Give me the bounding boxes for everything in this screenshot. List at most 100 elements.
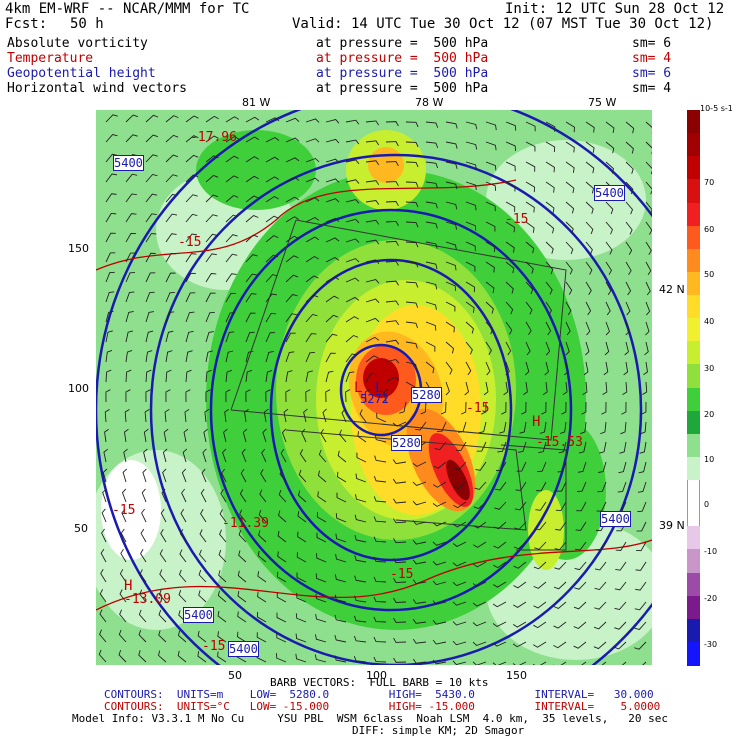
wind-barb — [452, 541, 467, 547]
wind-barb — [258, 530, 267, 543]
wind-barb — [125, 193, 137, 203]
wind-barb — [101, 508, 107, 523]
wind-barb — [594, 561, 607, 571]
wind-barb — [285, 117, 300, 123]
wind-barb — [159, 569, 167, 583]
wind-barb — [525, 221, 535, 233]
wind-barb — [184, 408, 190, 423]
wind-barb — [445, 381, 450, 396]
wind-barb — [299, 449, 307, 463]
wind-barb — [125, 213, 137, 223]
wind-barb — [104, 409, 110, 423]
wind-barb — [601, 401, 607, 415]
wind-barb — [545, 261, 554, 275]
wind-barb — [225, 312, 236, 323]
wind-barb — [365, 120, 380, 126]
wind-barb — [165, 389, 171, 403]
field-level: at pressure = 500 hPa — [316, 81, 489, 96]
wind-barb — [245, 116, 260, 123]
wind-barb — [125, 350, 133, 363]
wind-barb — [642, 661, 647, 665]
wind-barb — [505, 241, 515, 253]
lon-label: 78 W — [415, 96, 444, 109]
wind-barb — [145, 330, 154, 343]
wind-barb — [265, 176, 280, 183]
wind-barb — [105, 252, 116, 263]
wind-barb — [585, 161, 595, 174]
wind-barb — [545, 121, 556, 132]
wind-barb — [602, 381, 608, 395]
wind-barb — [365, 239, 380, 245]
wind-barb — [297, 531, 307, 543]
colorbar-tick-label: 30 — [704, 364, 715, 373]
wind-barb — [405, 361, 418, 370]
wind-barb — [565, 161, 575, 173]
wind-barb — [145, 272, 156, 283]
wind-barb — [476, 441, 487, 452]
wind-barb — [425, 161, 439, 169]
wind-barb — [305, 370, 313, 383]
wind-barb — [538, 441, 547, 454]
wind-barb — [634, 621, 647, 630]
wind-barb — [325, 119, 340, 124]
wind-barb — [225, 369, 232, 383]
wind-barb — [625, 301, 631, 316]
wind-barb — [303, 408, 308, 423]
forecast-label: Fcst: — [5, 16, 48, 32]
wind-barb — [385, 181, 399, 187]
y-tick-label: 100 — [68, 382, 89, 395]
temperature-label: -15 — [466, 401, 490, 416]
colorbar-swatch — [687, 318, 700, 342]
wind-barb — [585, 301, 592, 316]
wind-barb — [163, 428, 169, 443]
wind-barb — [336, 492, 347, 503]
wind-barb — [105, 389, 111, 403]
wind-barb — [525, 281, 534, 295]
wind-barb — [412, 618, 427, 624]
wind-barb — [473, 501, 487, 510]
wind-barb — [125, 252, 136, 263]
wind-barb — [162, 468, 167, 483]
wind-barb — [534, 521, 547, 531]
wind-barb — [325, 333, 338, 343]
wind-barb — [125, 311, 134, 323]
y-tick-label: 150 — [68, 242, 89, 255]
wind-barb — [525, 121, 536, 132]
wind-barb — [535, 501, 547, 511]
wind-barb — [225, 175, 239, 183]
field-smoothing: sm= 6 — [632, 66, 672, 81]
wind-barb — [514, 501, 527, 511]
wind-barb — [605, 221, 613, 235]
wind-barb — [165, 193, 178, 203]
wind-barb — [645, 261, 652, 276]
wind-barb — [585, 141, 595, 153]
wind-barb — [594, 581, 607, 591]
wind-barb — [139, 569, 147, 583]
wind-barb — [492, 581, 507, 588]
wind-barb — [594, 601, 607, 610]
wind-barb — [645, 281, 651, 296]
wind-barb — [305, 157, 320, 163]
wind-barb — [524, 361, 530, 376]
wind-barb — [123, 448, 128, 463]
wind-barb — [497, 441, 507, 453]
colorbar-swatch — [687, 641, 700, 666]
wind-barb — [485, 261, 495, 273]
field-level: at pressure = 500 hPa — [316, 51, 489, 66]
wind-barb — [265, 332, 276, 343]
wind-barb — [545, 201, 555, 214]
wind-barb — [478, 421, 487, 434]
wind-barb — [393, 597, 407, 603]
wind-barb — [277, 530, 287, 543]
wind-barb — [354, 575, 367, 583]
temperature-label: -15 — [178, 235, 202, 250]
wind-barb — [265, 215, 279, 223]
wind-barb — [138, 609, 147, 623]
wind-barb — [545, 141, 556, 153]
wind-barb — [278, 510, 287, 523]
wind-barb — [178, 569, 187, 583]
wind-barb — [120, 528, 127, 543]
wind-barb — [125, 134, 138, 143]
colorbar-tick-label: -20 — [704, 594, 718, 603]
wind-barb — [205, 331, 214, 343]
